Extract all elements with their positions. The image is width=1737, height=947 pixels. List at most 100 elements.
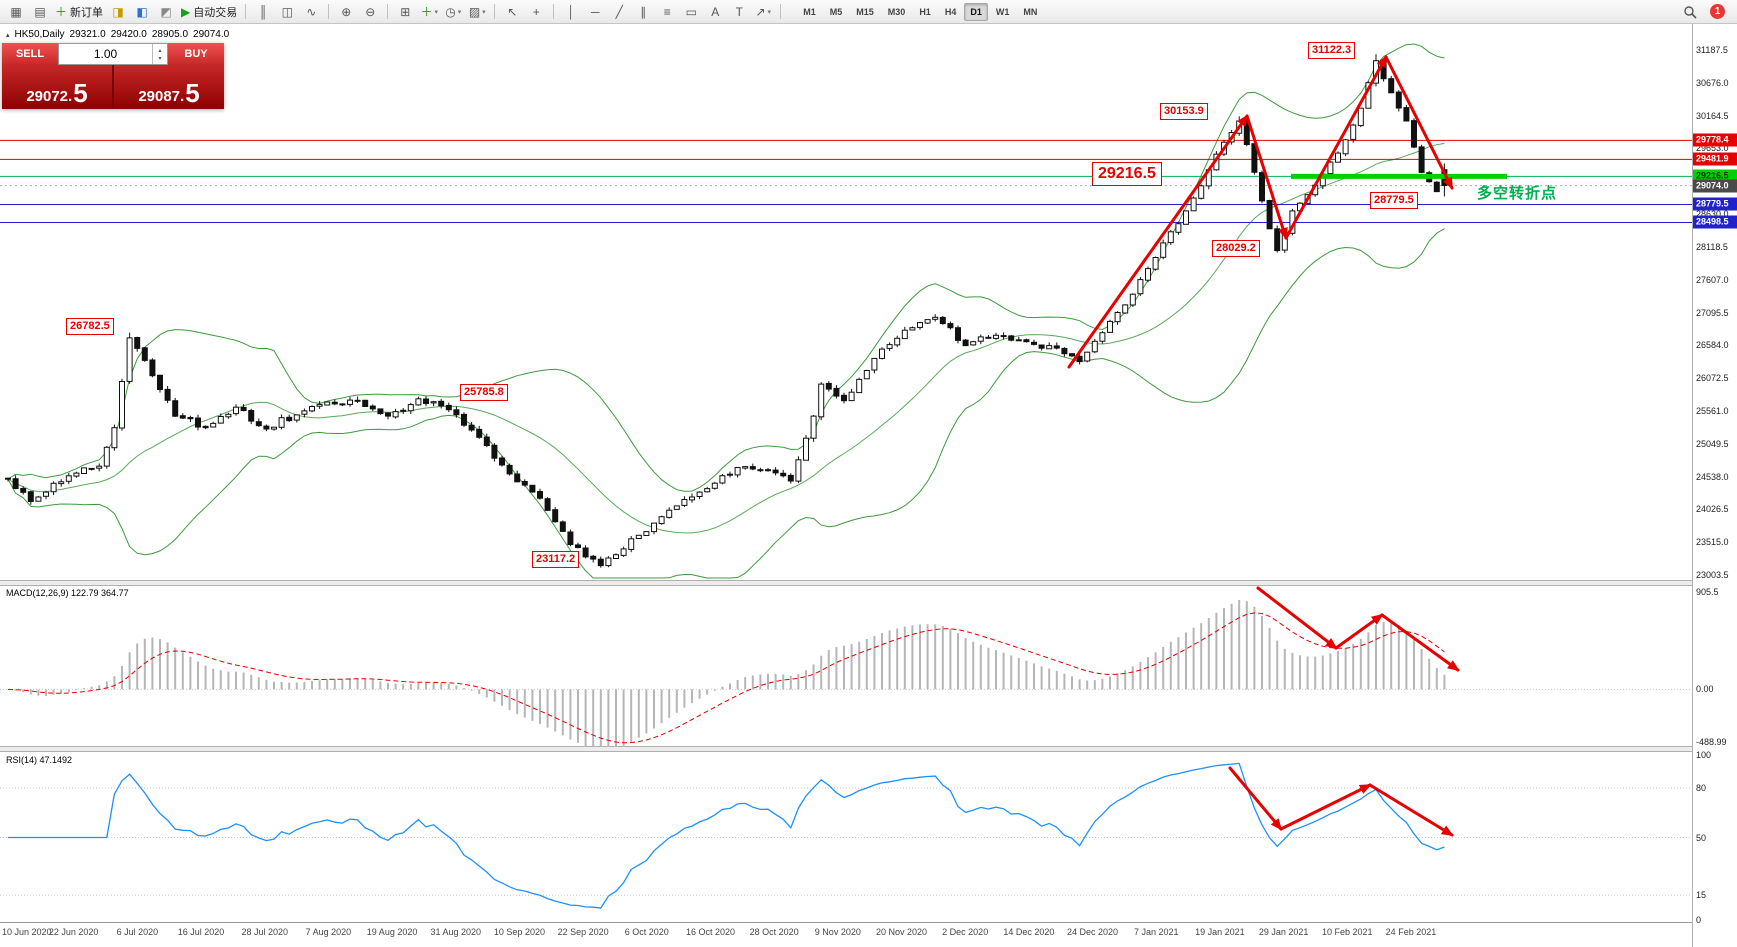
horizontal-line-icon[interactable]: ─ xyxy=(583,2,607,22)
date-label: 19 Aug 2020 xyxy=(366,927,418,937)
toolbar-separator xyxy=(553,4,555,19)
tile-windows-icon[interactable]: ⊞ xyxy=(393,2,417,22)
price-callout: 28029.2 xyxy=(1212,240,1260,257)
fibonacci-icon[interactable]: ≡ xyxy=(655,2,679,22)
price-tick: 30676.0 xyxy=(1696,77,1729,88)
timeframe-w1-button[interactable]: W1 xyxy=(995,6,1010,17)
new-chart-icon[interactable]: ▦ xyxy=(4,2,28,22)
notification-badge[interactable]: 1 xyxy=(1710,4,1725,19)
price-tick: 27095.5 xyxy=(1696,307,1729,318)
data-window-icon[interactable]: ◧ xyxy=(130,2,154,22)
collapse-arrow-icon[interactable]: ▴ xyxy=(6,31,10,39)
timeframe-d1-button[interactable]: D1 xyxy=(964,2,988,21)
line-chart-icon[interactable]: ∿ xyxy=(299,2,323,22)
date-label: 7 Jan 2021 xyxy=(1133,927,1179,937)
timeframe-mn-button[interactable]: MN xyxy=(1023,6,1038,17)
cursor-icon[interactable]: ↖ xyxy=(500,2,524,22)
label-icon[interactable]: T xyxy=(727,2,751,22)
macd-tick: -488.99 xyxy=(1696,737,1727,747)
date-label: 6 Jul 2020 xyxy=(116,927,159,937)
volume-stepper[interactable]: 1.00 ▴ ▾ xyxy=(58,43,168,65)
search-icon[interactable] xyxy=(1678,2,1702,22)
new-order-button-label: 新订单 xyxy=(70,6,104,19)
line-chart-icon: ∿ xyxy=(306,4,317,19)
indicators-icon[interactable]: ＋ ▾ xyxy=(417,2,441,22)
arrow-tools-icon[interactable]: ↗ ▾ xyxy=(751,2,775,22)
date-label: 10 Jun 2020 xyxy=(2,927,52,937)
price-tick: 24538.0 xyxy=(1696,471,1729,482)
price-scale[interactable]: 31187.530676.030164.529653.029141.528630… xyxy=(1692,24,1737,947)
panel-separator[interactable] xyxy=(0,580,1737,586)
buy-price-main: 29087. xyxy=(138,88,185,105)
price-tick: 25561.0 xyxy=(1696,405,1729,416)
panel-separator[interactable] xyxy=(0,746,1737,752)
periods-icon[interactable]: ◷ ▾ xyxy=(441,2,465,22)
navigator-icon[interactable]: ◩ xyxy=(154,2,178,22)
channel-icon[interactable]: ∥ xyxy=(631,2,655,22)
channel-icon: ∥ xyxy=(640,4,647,19)
date-label: 6 Oct 2020 xyxy=(624,927,669,937)
price-callout: 26782.5 xyxy=(66,318,114,335)
date-label: 28 Oct 2020 xyxy=(749,927,799,937)
price-tick: 30164.5 xyxy=(1696,110,1729,121)
symbol-name: HK50,Daily xyxy=(14,29,65,40)
volume-value[interactable]: 1.00 xyxy=(93,47,118,61)
zoom-out-icon[interactable]: ⊖ xyxy=(358,2,382,22)
spin-down-icon[interactable]: ▾ xyxy=(158,55,162,62)
date-label: 28 Jul 2020 xyxy=(241,927,288,937)
bar-chart-icon[interactable]: ║ xyxy=(251,2,275,22)
price-callout: 31122.3 xyxy=(1308,42,1356,59)
macd-tick: 905.5 xyxy=(1696,587,1719,597)
date-axis[interactable]: 10 Jun 2020 22 Jun 2020 6 Jul 2020 16 Jul 2… xyxy=(0,922,1692,947)
text-icon[interactable]: A xyxy=(703,2,727,22)
candlestick-chart-icon: ◫ xyxy=(281,4,293,19)
autotrading-button-label: 自动交易 xyxy=(193,6,238,19)
spin-up-icon[interactable]: ▴ xyxy=(158,47,162,54)
buy-price[interactable]: 29087. 5 xyxy=(114,65,224,109)
buy-button[interactable]: BUY xyxy=(168,43,224,65)
templates-icon: ▨ xyxy=(468,4,481,19)
one-click-trading-panel: SELL 1.00 ▴ ▾ BUY 29072. 5 29087. 5 xyxy=(2,43,224,109)
date-label: 9 Nov 2020 xyxy=(814,927,861,937)
buy-price-big-digit: 5 xyxy=(185,77,200,108)
price-tick: 31187.5 xyxy=(1696,45,1728,55)
crosshair-icon: + xyxy=(532,4,540,19)
crosshair-icon[interactable]: + xyxy=(524,2,548,22)
price-tick: 27607.0 xyxy=(1696,274,1729,285)
shapes-icon[interactable]: ▭ xyxy=(679,2,703,22)
date-label: 20 Nov 2020 xyxy=(875,927,928,937)
sell-price[interactable]: 29072. 5 xyxy=(2,65,112,109)
profiles-icon[interactable]: ▤ xyxy=(28,2,52,22)
trendline-icon[interactable]: ╱ xyxy=(607,2,631,22)
zoom-in-icon[interactable]: ⊕ xyxy=(334,2,358,22)
timeframe-m30-button[interactable]: M30 xyxy=(887,6,906,17)
price-tick: 25049.5 xyxy=(1696,438,1729,449)
vertical-line-icon[interactable]: │ xyxy=(559,2,583,22)
candlestick-chart-icon[interactable]: ◫ xyxy=(275,2,299,22)
rsi-tick: 0 xyxy=(1696,915,1702,925)
turning-point-label: 多空转折点 xyxy=(1477,185,1558,202)
new-order-button[interactable]: ＋新订单 xyxy=(52,2,106,22)
timeframe-m15-button[interactable]: M15 xyxy=(856,6,874,17)
date-label: 24 Dec 2020 xyxy=(1067,927,1119,937)
toolbar-buttons: ▦ ▤ ＋新订单 ◨ ◧ ◩ ▶ 自动交易 ║ ◫ ∿ ⊕ ⊖ ⊞ ＋ ▾ ◷ ▾ ▨ ▾ ↖ + │ ─ ╱ ∥ ≡ ▭ A T ↗ ▾ xyxy=(4,2,786,22)
timeframe-m1-button[interactable]: M1 xyxy=(803,6,816,17)
volume-spin[interactable]: ▴ ▾ xyxy=(152,44,167,64)
macd-label: MACD(12,26,9) 122.79 364.77 xyxy=(6,588,129,598)
trade-buttons-row: SELL 1.00 ▴ ▾ BUY xyxy=(2,43,224,65)
date-label: 24 Feb 2021 xyxy=(1385,927,1437,937)
timeframe-h1-button[interactable]: H1 xyxy=(919,6,931,17)
vertical-line-icon: │ xyxy=(567,4,576,19)
profiles-icon: ▤ xyxy=(34,4,46,19)
autotrading-button[interactable]: ▶ 自动交易 xyxy=(178,2,240,22)
sell-button[interactable]: SELL xyxy=(2,43,58,65)
timeframe-m5-button[interactable]: M5 xyxy=(829,6,843,17)
toolbar: ▦ ▤ ＋新订单 ◨ ◧ ◩ ▶ 自动交易 ║ ◫ ∿ ⊕ ⊖ ⊞ ＋ ▾ ◷ ▾ ▨ ▾ ↖ + │ ─ ╱ ∥ ≡ ▭ A T ↗ ▾ M… xyxy=(0,0,1737,24)
caret-down-icon: ▾ xyxy=(457,8,462,16)
market-watch-icon[interactable]: ◨ xyxy=(106,2,130,22)
horizontal-line-icon: ─ xyxy=(590,4,600,19)
templates-icon[interactable]: ▨ ▾ xyxy=(465,2,489,22)
timeframe-h4-button[interactable]: H4 xyxy=(944,6,957,17)
